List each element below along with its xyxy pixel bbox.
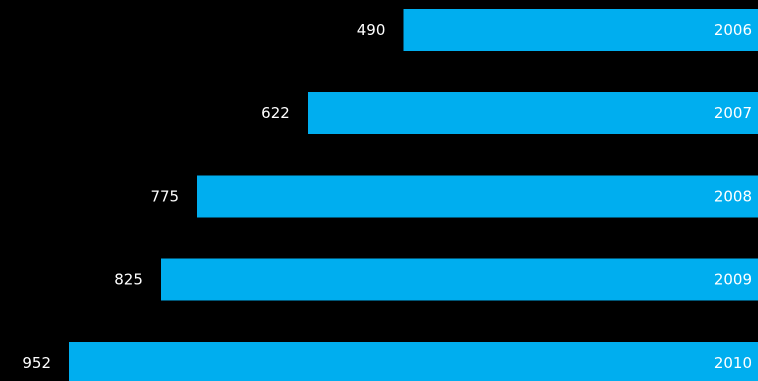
value-label-2006: 490 bbox=[357, 21, 386, 39]
category-label-2009: 2009 bbox=[714, 271, 752, 289]
bar-2010 bbox=[69, 341, 758, 381]
category-label-2007: 2007 bbox=[714, 104, 752, 122]
category-label-2010: 2010 bbox=[714, 354, 752, 372]
labels-layer: 490 2006 622 2007 775 2008 825 2009 952 2010 bbox=[22, 21, 752, 372]
bars-layer bbox=[69, 9, 758, 381]
bar-2006 bbox=[403, 9, 758, 51]
value-label-2010: 952 bbox=[22, 354, 51, 372]
bar-2007 bbox=[307, 92, 758, 135]
value-label-2008: 775 bbox=[150, 187, 179, 205]
bar-2009 bbox=[160, 258, 758, 301]
value-label-2007: 622 bbox=[261, 104, 290, 122]
value-label-2009: 825 bbox=[114, 271, 143, 289]
category-label-2008: 2008 bbox=[714, 187, 752, 205]
bar-2008 bbox=[197, 175, 758, 218]
category-label-2006: 2006 bbox=[714, 21, 752, 39]
